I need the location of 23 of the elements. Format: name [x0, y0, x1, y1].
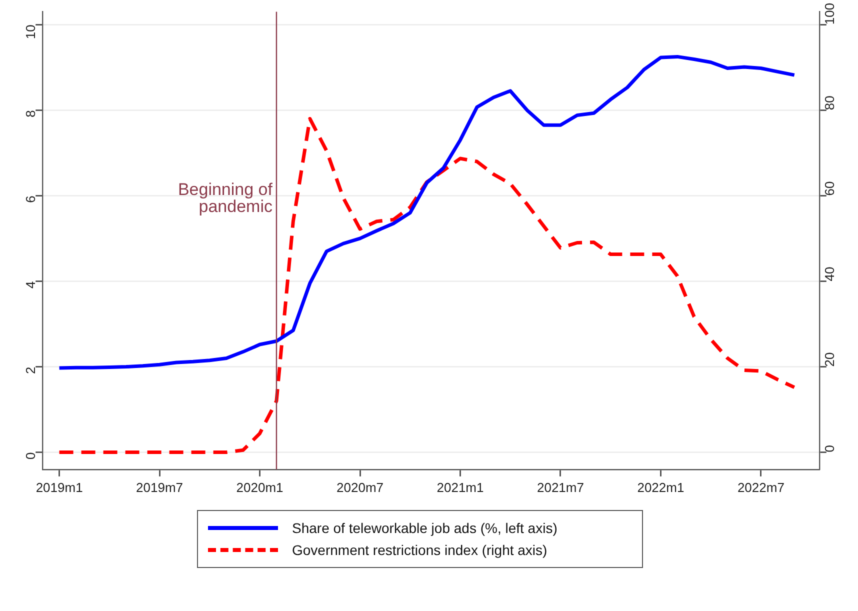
y2-tick-label: 20	[822, 352, 837, 367]
y-tick-label: 8	[23, 110, 38, 118]
x-tick-label: 2022m1	[637, 480, 684, 495]
y2-tick-label: 0	[822, 445, 837, 452]
x-tick-label: 2020m1	[236, 480, 284, 495]
y-tick-label: 6	[23, 196, 38, 203]
legend-label: Government restrictions index (right axis)	[292, 542, 548, 558]
x-tick-label: 2021m7	[536, 480, 584, 495]
y2-tick-label: 60	[822, 181, 837, 196]
x-tick-label: 2021m1	[436, 480, 484, 495]
y2-tick-label: 80	[822, 96, 837, 110]
x-tick-label: 2022m7	[737, 480, 784, 495]
y-tick-label: 2	[23, 366, 38, 374]
x-tick-label: 2019m7	[136, 480, 184, 495]
y-tick-label: 4	[23, 281, 38, 288]
y2-tick-label: 100	[822, 2, 837, 25]
y2-tick-label: 40	[822, 266, 837, 282]
x-tick-label: 2019m1	[36, 480, 83, 495]
y-tick-label: 0	[23, 452, 38, 460]
legend-label: Share of teleworkable job ads (%, left axis)	[292, 520, 558, 536]
ref-line-label: Beginning of pandemic	[178, 180, 273, 216]
x-tick-label: 2020m7	[336, 480, 384, 495]
y-tick-label: 10	[23, 24, 38, 40]
